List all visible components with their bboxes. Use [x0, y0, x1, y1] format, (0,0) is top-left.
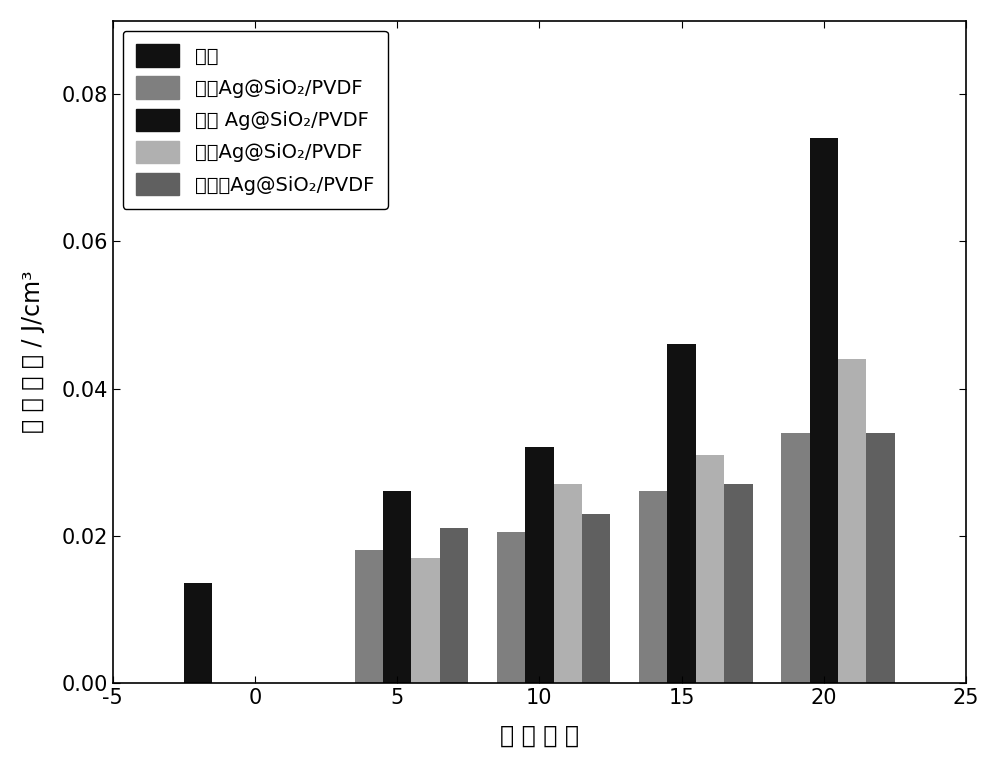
- Bar: [497, 532, 525, 683]
- Bar: [838, 359, 866, 683]
- Bar: [440, 528, 468, 683]
- X-axis label: 质 量 分 数: 质 量 分 数: [500, 724, 579, 748]
- Y-axis label: 储 能 密 度 / J/cm³: 储 能 密 度 / J/cm³: [21, 271, 45, 433]
- Bar: [639, 491, 667, 683]
- Bar: [866, 433, 895, 683]
- Bar: [554, 484, 582, 683]
- Bar: [724, 484, 753, 683]
- Bar: [781, 433, 810, 683]
- Bar: [525, 448, 554, 683]
- Bar: [383, 491, 411, 683]
- Bar: [696, 454, 724, 683]
- Bar: [582, 514, 610, 683]
- Legend: 纯膜, 棒状Ag@SiO₂/PVDF, 线状 Ag@SiO₂/PVDF, 球状Ag@SiO₂/PVDF, 立方状Ag@SiO₂/PVDF: 纯膜, 棒状Ag@SiO₂/PVDF, 线状 Ag@SiO₂/PVDF, 球状A…: [123, 31, 388, 209]
- Bar: [810, 138, 838, 683]
- Bar: [355, 551, 383, 683]
- Bar: [667, 345, 696, 683]
- Bar: [184, 584, 212, 683]
- Bar: [411, 558, 440, 683]
